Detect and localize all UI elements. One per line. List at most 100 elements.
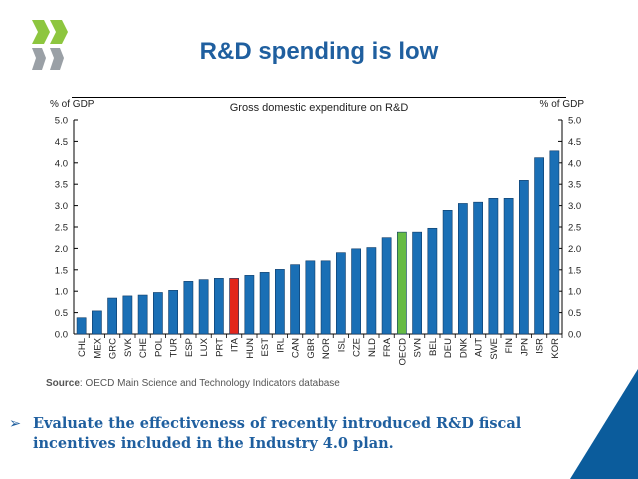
y-axis-label-right: % of GDP (540, 99, 585, 110)
x-tick-label: BEL (428, 338, 439, 356)
bar-chl (76, 317, 87, 335)
x-tick-label: GBR (306, 338, 317, 359)
bullet-point: ➢ Evaluate the effectiveness of recently… (9, 414, 549, 454)
bar-ita (229, 278, 240, 335)
bar-est (259, 272, 270, 335)
y-axis-label-left: % of GDP (50, 99, 95, 110)
bar-svk (122, 295, 133, 335)
x-tick-label: SVK (123, 337, 134, 357)
x-tick-label: MEX (92, 337, 103, 358)
x-tick-label: AUT (474, 338, 485, 357)
x-tick-label: SVN (413, 338, 424, 358)
bar-irl (275, 269, 285, 335)
x-tick-label: HUN (245, 338, 256, 359)
x-tick-label: DEU (443, 338, 454, 358)
y-tick-label-left: 2.5 (55, 223, 68, 234)
x-tick-label: CHL (77, 338, 88, 357)
y-tick-label-right: 5.0 (568, 116, 581, 127)
x-tick-label: LUX (199, 337, 210, 356)
bar-isr (534, 157, 544, 335)
bar-che (137, 294, 148, 335)
y-tick-label-right: 4.0 (568, 158, 581, 169)
x-tick-label: DNK (458, 337, 469, 358)
bar-mex (91, 310, 102, 335)
slide-title: R&D spending is low (199, 38, 439, 65)
bar-can (290, 264, 301, 335)
bar-swe (488, 198, 499, 335)
x-tick-label: KOR (550, 338, 561, 359)
y-tick-label-left: 0.0 (55, 330, 68, 341)
x-tick-label: ISL (336, 338, 347, 352)
bar-jpn (518, 180, 529, 335)
y-tick-label-left: 4.0 (55, 158, 68, 169)
x-tick-label: ESP (184, 338, 195, 357)
x-tick-label: ISR (535, 338, 546, 354)
x-tick-label: POL (153, 338, 164, 357)
source-text: : OECD Main Science and Technology Indic… (79, 378, 340, 389)
x-tick-label: EST (260, 338, 271, 357)
y-tick-label-right: 1.5 (568, 265, 581, 276)
x-tick-label: CAN (291, 338, 302, 358)
x-tick-label: CZE (352, 338, 363, 357)
bar-fin (503, 198, 514, 335)
bar-dnk (457, 203, 468, 335)
y-tick-label-right: 1.0 (568, 287, 581, 298)
y-tick-label-left: 1.5 (55, 265, 68, 276)
y-tick-label-right: 4.5 (568, 137, 581, 148)
x-tick-label: OECD (397, 338, 408, 366)
bar-cze (351, 248, 361, 335)
corner-decoration (570, 369, 638, 479)
x-tick-label: TUR (169, 338, 180, 358)
y-tick-label-right: 2.0 (568, 244, 581, 255)
bar-prt (214, 278, 224, 335)
source-label: Source (46, 378, 80, 389)
y-tick-label-left: 0.5 (55, 308, 68, 319)
y-tick-label-left: 5.0 (55, 116, 68, 127)
y-tick-label-left: 4.5 (55, 137, 68, 148)
oecd-logo-icon (32, 20, 68, 70)
y-tick-label-left: 1.0 (55, 287, 68, 298)
x-tick-label: FRA (382, 337, 393, 357)
x-tick-label: CHE (138, 338, 149, 358)
bar-kor (549, 150, 560, 335)
y-tick-label-right: 3.5 (568, 180, 581, 191)
bar-nor (320, 260, 331, 335)
x-tick-label: IRL (275, 338, 286, 353)
bar-svn (412, 231, 422, 335)
y-tick-label-right: 2.5 (568, 223, 581, 234)
chart-frame: Gross domestic expenditure on R&D % of GD… (50, 97, 584, 365)
y-tick-label-right: 0.0 (568, 330, 581, 341)
bar-chart: Gross domestic expenditure on R&D % of GD… (50, 99, 584, 366)
y-tick-label-right: 0.5 (568, 308, 581, 319)
bar-deu (442, 210, 453, 335)
bullet-text: Evaluate the effectiveness of recently i… (33, 415, 522, 452)
x-tick-label: GRC (108, 338, 119, 359)
x-tick-label: FIN (504, 338, 515, 353)
bar-hun (244, 275, 255, 335)
y-tick-label-left: 3.0 (55, 201, 68, 212)
bar-tur (168, 290, 179, 335)
x-tick-label: NOR (321, 338, 332, 359)
bar-esp (183, 281, 194, 335)
y-tick-label-right: 3.0 (568, 201, 581, 212)
y-tick-label-left: 3.5 (55, 180, 68, 191)
bar-lux (198, 279, 209, 335)
bar-pol (153, 292, 163, 335)
source-note: Source: OECD Main Science and Technology… (46, 378, 340, 389)
x-tick-label: NLD (367, 338, 378, 357)
bar-aut (473, 201, 483, 335)
bar-isl (335, 252, 346, 335)
chart-title: Gross domestic expenditure on R&D (230, 102, 409, 114)
bar-nld (366, 247, 377, 335)
x-tick-label: SWE (489, 338, 500, 360)
bar-fra (381, 237, 392, 335)
y-tick-label-left: 2.0 (55, 244, 68, 255)
bar-gbr (305, 260, 316, 335)
x-tick-label: JPN (519, 338, 530, 356)
x-tick-label: PRT (214, 338, 225, 357)
bar-grc (107, 297, 117, 335)
bar-oecd (396, 231, 407, 335)
arrow-bullet-icon: ➢ (9, 416, 22, 432)
bar-bel (427, 227, 438, 335)
x-tick-label: ITA (230, 337, 241, 352)
